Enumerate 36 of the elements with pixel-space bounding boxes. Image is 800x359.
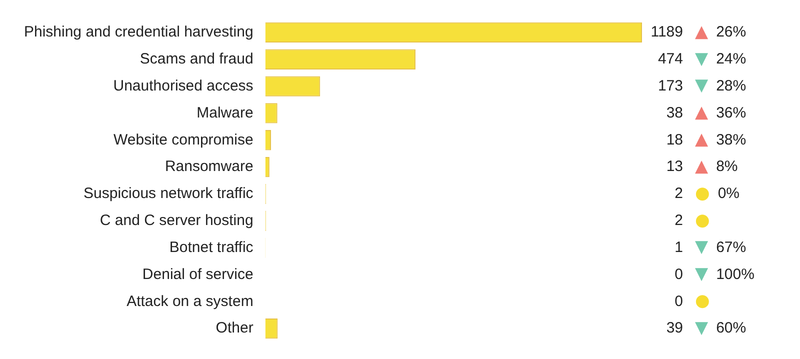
y-tick-label: Scams and fraud xyxy=(140,50,254,68)
data-label: 39 xyxy=(666,320,683,337)
y-tick-label: Suspicious network traffic xyxy=(84,185,254,202)
y-tick-label: Malware xyxy=(196,104,254,122)
data-label: 474 xyxy=(658,50,683,68)
text: ● xyxy=(695,291,710,312)
text: ▲ 26% xyxy=(695,22,746,42)
data-label: 173 xyxy=(658,77,683,94)
text: ▲ 36% xyxy=(695,102,746,123)
text: ● 0% xyxy=(695,183,740,204)
y-tick-label: Other xyxy=(216,320,254,337)
y-tick-label: Ransomware xyxy=(164,158,254,176)
text: ● xyxy=(695,210,710,230)
data-label: 2 xyxy=(674,212,683,230)
text: ▲ 8% xyxy=(695,156,738,176)
data-label: 18 xyxy=(666,131,683,148)
text: ▼ 24% xyxy=(695,48,746,69)
y-tick-label: Website compromise xyxy=(114,131,254,148)
text: ▼ 67% xyxy=(695,237,746,258)
text: ▼ 28% xyxy=(695,76,746,96)
y-tick-label: Phishing and credential harvesting xyxy=(24,24,254,41)
data-label: 1 xyxy=(674,238,683,256)
y-tick-label: Attack on a system xyxy=(126,292,254,310)
y-tick-label: Unauthorised access xyxy=(113,77,254,94)
y-tick-label: C and C server hosting xyxy=(100,212,254,230)
text: ▼ 100% xyxy=(695,264,754,284)
data-label: 38 xyxy=(666,104,683,122)
text: ▼ 60% xyxy=(695,318,746,338)
data-label: 2 xyxy=(674,185,683,202)
text: ▲ 38% xyxy=(695,130,746,150)
data-label: 0 xyxy=(674,266,683,283)
data-label: 0 xyxy=(674,292,683,310)
data-label: 1189 xyxy=(650,24,683,41)
data-label: 13 xyxy=(666,158,683,176)
y-tick-label: Denial of service xyxy=(142,266,254,283)
y-tick-label: Botnet traffic xyxy=(169,238,254,256)
